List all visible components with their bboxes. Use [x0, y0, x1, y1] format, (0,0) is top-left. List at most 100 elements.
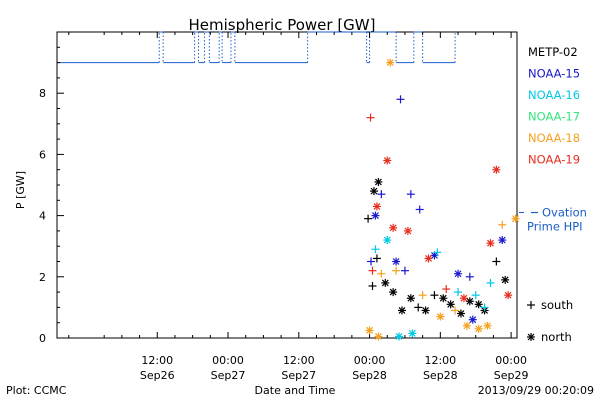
generation-timestamp: 2013/09/29 00:20:09 — [478, 384, 594, 397]
point-metp-02-2 — [374, 177, 383, 186]
x-tick-date-2: Sep27 — [281, 369, 316, 382]
point-noaa-16-8 — [486, 278, 495, 287]
point-noaa-18-3 — [377, 269, 386, 278]
point-noaa-15-10 — [465, 272, 474, 281]
marker-legend-label-0: south — [541, 298, 573, 312]
point-noaa-15-6 — [392, 257, 401, 266]
point-noaa-19-11 — [504, 291, 513, 300]
point-metp-02-3 — [368, 281, 377, 290]
point-noaa-15-7 — [400, 266, 409, 275]
point-metp-02-8 — [406, 294, 415, 303]
legend-noaa-16: NOAA-16 — [528, 88, 580, 102]
y-tick-label-1: 2 — [39, 271, 46, 284]
plot-credit: Plot: CCMC — [6, 384, 67, 397]
point-noaa-18-11 — [498, 220, 507, 229]
ovation-label-1: Ovation — [542, 206, 587, 220]
data-points — [364, 58, 520, 341]
point-noaa-16-5 — [454, 288, 463, 297]
x-tick-time-5: 00:00 — [495, 354, 527, 367]
point-noaa-16-4 — [433, 248, 442, 257]
point-metp-02-0 — [364, 214, 373, 223]
x-tick-time-0: 12:00 — [141, 354, 173, 367]
point-noaa-18-12 — [511, 214, 520, 223]
x-tick-time-4: 12:00 — [424, 354, 456, 367]
point-noaa-19-9 — [486, 239, 495, 248]
point-noaa-15-11 — [468, 315, 477, 324]
point-noaa-19-5 — [368, 266, 377, 275]
legend-noaa-15: NOAA-15 — [528, 67, 580, 81]
point-noaa-16-7 — [480, 303, 489, 312]
legend-noaa-17: NOAA-17 — [528, 110, 580, 124]
x-tick-date-0: Sep26 — [140, 369, 175, 382]
point-noaa-19-2 — [372, 202, 381, 211]
point-noaa-19-4 — [403, 226, 412, 235]
point-noaa-18-4 — [392, 266, 401, 275]
point-noaa-19-1 — [383, 156, 392, 165]
point-metp-02-6 — [389, 288, 398, 297]
point-metp-02-13 — [446, 300, 455, 309]
point-noaa-15-12 — [498, 236, 507, 245]
point-metp-02-19 — [501, 275, 510, 284]
ovation-label-2: Prime HPI — [527, 220, 583, 234]
y-axis: 0 2 4 6 8 — [39, 46, 64, 345]
y-axis-label: P [GW] — [14, 171, 27, 209]
point-noaa-15-3 — [396, 95, 405, 104]
point-noaa-15-2 — [371, 211, 380, 220]
point-noaa-15-9 — [454, 269, 463, 278]
y-tick-label-3: 6 — [39, 148, 46, 161]
x-tick-time-2: 12:00 — [283, 354, 315, 367]
point-noaa-19-0 — [366, 113, 375, 122]
point-noaa-19-6 — [424, 254, 433, 263]
point-metp-02-18 — [492, 257, 501, 266]
point-noaa-19-3 — [389, 223, 398, 232]
point-noaa-18-8 — [462, 321, 471, 330]
legend-noaa-18: NOAA-18 — [528, 131, 580, 145]
y-tick-label-2: 4 — [39, 210, 46, 223]
point-noaa-15-4 — [406, 190, 415, 199]
point-noaa-15-1 — [377, 190, 386, 199]
point-metp-02-15 — [465, 297, 474, 306]
point-noaa-16-1 — [383, 236, 392, 245]
point-noaa-18-1 — [374, 332, 383, 341]
point-metp-02-12 — [439, 294, 448, 303]
x-tick-date-1: Sep27 — [211, 369, 246, 382]
x-tick-time-1: 00:00 — [212, 354, 244, 367]
legend: METP-02 NOAA-15 NOAA-16 NOAA-17 NOAA-18 NOAA-… — [528, 45, 580, 167]
point-noaa-15-5 — [415, 205, 424, 214]
point-noaa-15-0 — [367, 257, 376, 266]
point-metp-02-14 — [456, 309, 465, 318]
point-noaa-18-9 — [474, 324, 483, 333]
point-noaa-19-7 — [442, 285, 451, 294]
point-noaa-18-2 — [386, 58, 395, 67]
marker-legend-symbol-0 — [527, 301, 535, 309]
legend-noaa-19: NOAA-19 — [528, 153, 580, 167]
x-tick-date-4: Sep28 — [423, 369, 458, 382]
point-noaa-16-0 — [371, 245, 380, 254]
point-noaa-16-6 — [471, 291, 480, 300]
point-noaa-16-3 — [408, 329, 417, 338]
point-metp-02-4 — [372, 254, 381, 263]
point-noaa-18-0 — [365, 326, 374, 335]
point-metp-02-9 — [414, 303, 423, 312]
x-tick-date-3: Sep28 — [352, 369, 387, 382]
x-axis-label: Date and Time — [255, 384, 336, 397]
point-noaa-19-8 — [459, 294, 468, 303]
y-tick-label-4: 8 — [39, 87, 46, 100]
chart-title: Hemispheric Power [GW] — [189, 16, 376, 34]
point-metp-02-11 — [430, 291, 439, 300]
point-noaa-18-6 — [436, 312, 445, 321]
point-metp-02-5 — [381, 278, 390, 287]
point-metp-02-10 — [421, 306, 430, 315]
point-metp-02-1 — [369, 187, 378, 196]
x-tick-time-3: 00:00 — [354, 354, 386, 367]
point-noaa-18-5 — [418, 291, 427, 300]
point-noaa-18-7 — [451, 306, 460, 315]
point-noaa-16-2 — [395, 332, 404, 341]
point-noaa-18-10 — [483, 321, 492, 330]
marker-legend-label-1: north — [541, 330, 572, 344]
point-noaa-19-10 — [492, 165, 501, 174]
legend-metp-02: METP-02 — [528, 45, 578, 59]
